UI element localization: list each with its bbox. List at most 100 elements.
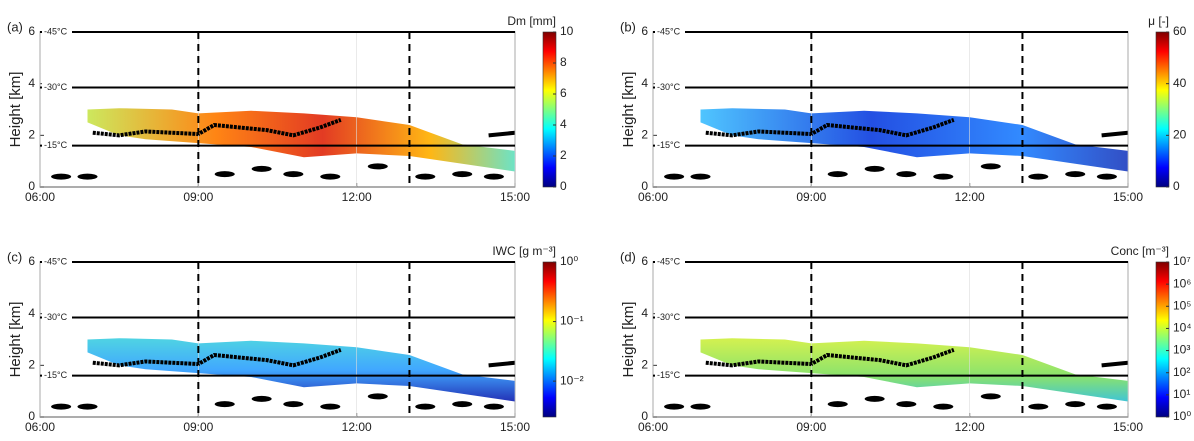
x-tick-label: 06:00 (25, 420, 55, 434)
colorbar-title: μ [-] (1148, 14, 1169, 28)
ground-echo (933, 403, 954, 410)
isotherm-label-bg (42, 81, 72, 94)
colorbar (542, 261, 557, 418)
isotherm-label: -45°C (657, 26, 681, 36)
isotherm-label: -15°C (44, 370, 68, 380)
radar-field (87, 108, 515, 172)
ground-echo (664, 173, 685, 180)
ground-echo (1096, 173, 1117, 180)
ground-echo (251, 395, 272, 402)
ground-echo (664, 403, 685, 410)
ground-echo (827, 171, 848, 178)
isotherm-label: -30°C (657, 312, 681, 322)
colorbar-tick-label: 10³ (1173, 343, 1190, 357)
isotherm-label-bg (42, 139, 72, 152)
ground-echo (452, 171, 473, 178)
isotherm-label-bg (42, 369, 72, 382)
colorbar-tick-label: 10² (1173, 365, 1190, 379)
x-tick-label: 09:00 (183, 190, 213, 204)
isotherm-label: -15°C (44, 140, 68, 150)
colorbar-tick-label: 10⁻¹ (560, 314, 584, 328)
y-axis-label: Height [km] (7, 302, 24, 378)
colorbar-tick-label: 0 (1173, 179, 1180, 193)
ground-echo (896, 171, 917, 178)
ground-echo (320, 173, 341, 180)
y-tick-label: 4 (28, 306, 35, 320)
y-tick-label: 2 (28, 128, 35, 142)
y-tick-label: 0 (28, 179, 35, 193)
ground-echo (77, 173, 98, 180)
x-tick-label: 12:00 (955, 420, 985, 434)
cloud-boundary (488, 360, 516, 368)
isotherm-label-bg (42, 311, 72, 324)
colorbar-tick-label: 0 (560, 179, 567, 193)
x-tick-label: 15:00 (500, 190, 530, 204)
x-tick-label: 12:00 (955, 190, 985, 204)
cloud-boundary (705, 117, 955, 138)
ground-echo (864, 165, 885, 172)
isotherm-label-bg (655, 369, 685, 382)
ground-echo (980, 393, 1001, 400)
ground-echo (452, 401, 473, 408)
ground-echo (483, 403, 504, 410)
ground-echo (320, 403, 341, 410)
ground-echo (51, 403, 72, 410)
y-tick-label: 2 (641, 128, 648, 142)
ground-echo (283, 171, 304, 178)
y-tick-label: 0 (641, 409, 648, 423)
isotherm-label: -30°C (44, 312, 68, 322)
y-tick-label: 6 (28, 24, 35, 38)
ground-echo (415, 173, 436, 180)
isotherm-label: -30°C (44, 82, 68, 92)
y-tick-label: 6 (28, 254, 35, 268)
panel-label: (b) (620, 19, 636, 34)
x-tick-label: 09:00 (796, 190, 826, 204)
isotherm-label-bg (655, 139, 685, 152)
colorbar-title: Conc [m⁻³] (1111, 244, 1169, 258)
y-tick-label: 0 (28, 409, 35, 423)
ground-echo (283, 401, 304, 408)
y-axis-label: Height [km] (7, 72, 24, 148)
isotherm-label: -30°C (657, 82, 681, 92)
colorbar (1155, 261, 1170, 418)
x-tick-label: 15:00 (500, 420, 530, 434)
x-tick-label: 09:00 (183, 420, 213, 434)
x-tick-label: 12:00 (342, 420, 372, 434)
panel-label: (a) (7, 19, 23, 34)
cloud-boundary (705, 347, 955, 368)
isotherm-label: -15°C (657, 370, 681, 380)
colorbar-tick-label: 10⁵ (1173, 298, 1191, 312)
x-tick-label: 06:00 (25, 190, 55, 204)
colorbar-tick-label: 20 (1173, 128, 1187, 142)
cloud-boundary (1101, 360, 1129, 368)
x-tick-label: 09:00 (796, 420, 826, 434)
isotherm-label-bg (42, 26, 72, 38)
ground-echo (980, 163, 1001, 170)
x-tick-label: 15:00 (1113, 420, 1143, 434)
ground-echo (1028, 403, 1049, 410)
colorbar-tick-label: 10⁰ (1173, 409, 1191, 423)
cloud-boundary (1101, 130, 1129, 138)
colorbar-tick-label: 4 (560, 117, 567, 131)
x-tick-label: 06:00 (638, 190, 668, 204)
x-tick-label: 12:00 (342, 190, 372, 204)
ground-echo (1096, 403, 1117, 410)
colorbar-tick-label: 10⁰ (560, 254, 578, 268)
isotherm-label-bg (655, 26, 685, 38)
ground-echo (690, 173, 711, 180)
colorbar-tick-label: 60 (1173, 24, 1187, 38)
y-tick-label: 6 (641, 24, 648, 38)
ground-echo (367, 163, 388, 170)
radar-field (700, 338, 1128, 402)
ground-echo (1065, 401, 1086, 408)
y-tick-label: 4 (641, 306, 648, 320)
colorbar-tick-label: 10 (560, 24, 574, 38)
y-tick-label: 4 (641, 76, 648, 90)
colorbar-title: IWC [g m⁻³] (492, 244, 556, 258)
colorbar-tick-label: 6 (560, 86, 567, 100)
colorbar-tick-label: 40 (1173, 76, 1187, 90)
y-axis-label: Height [km] (620, 302, 637, 378)
ground-echo (827, 401, 848, 408)
y-tick-label: 6 (641, 254, 648, 268)
